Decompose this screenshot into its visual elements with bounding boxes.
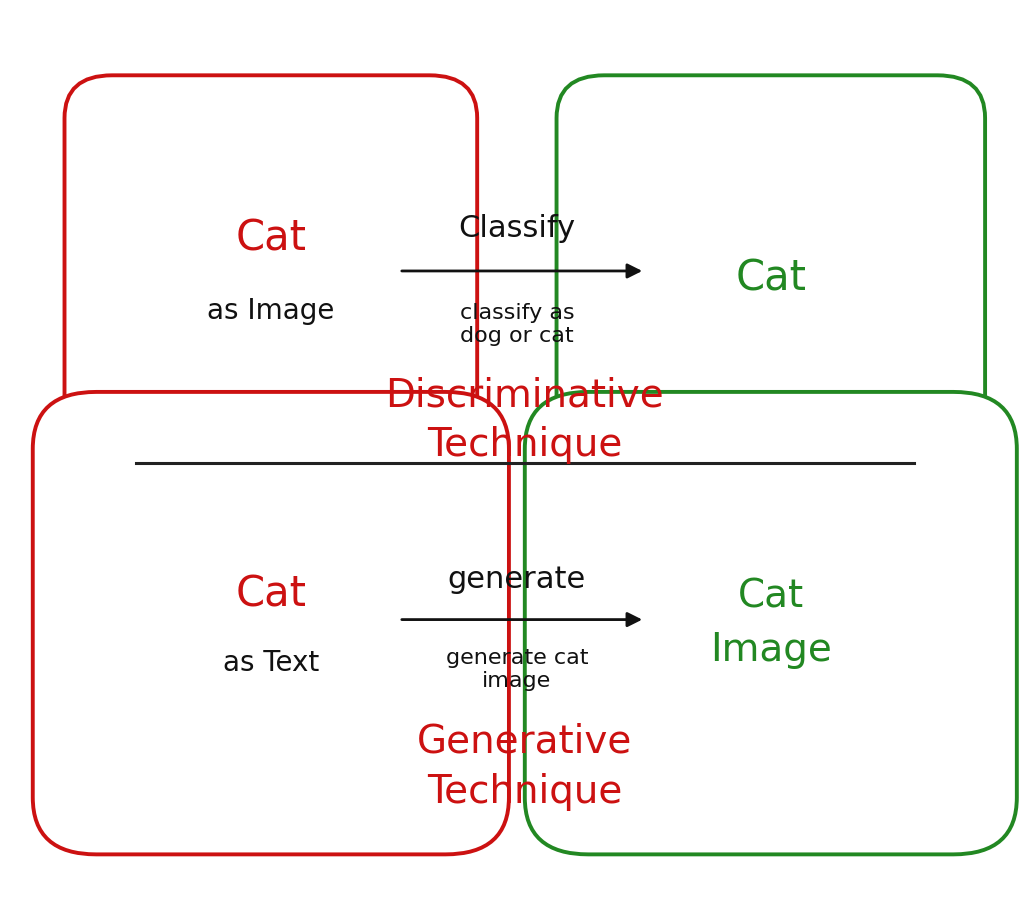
Text: generate cat
image: generate cat image bbox=[445, 648, 588, 691]
FancyBboxPatch shape bbox=[525, 392, 1017, 855]
Text: classify as
dog or cat: classify as dog or cat bbox=[460, 303, 574, 346]
Text: as Image: as Image bbox=[207, 297, 335, 325]
Text: Cat: Cat bbox=[236, 574, 306, 616]
Text: generate: generate bbox=[447, 565, 586, 593]
Text: Classify: Classify bbox=[459, 213, 575, 243]
Text: Generative
Technique: Generative Technique bbox=[417, 723, 633, 811]
Text: Cat: Cat bbox=[735, 257, 806, 299]
Text: Cat: Cat bbox=[236, 217, 306, 259]
FancyBboxPatch shape bbox=[65, 75, 477, 480]
Text: as Text: as Text bbox=[223, 649, 318, 677]
Text: Discriminative
Technique: Discriminative Technique bbox=[385, 376, 665, 465]
FancyBboxPatch shape bbox=[557, 75, 985, 480]
Text: Cat
Image: Cat Image bbox=[710, 578, 831, 669]
FancyBboxPatch shape bbox=[33, 392, 509, 855]
